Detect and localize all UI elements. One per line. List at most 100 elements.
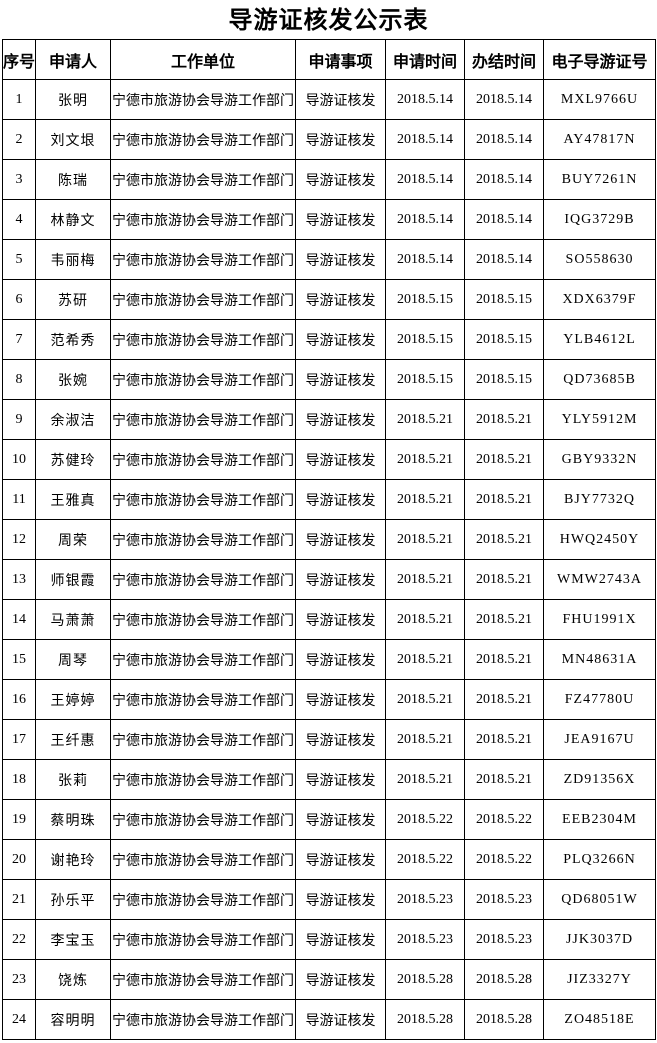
cell-application-item: 导游证核发: [295, 199, 386, 240]
table-row: 11 王雅真 宁德市旅游协会导游工作部门 导游证核发 2018.5.21 2018.5.2…: [2, 479, 656, 520]
cell-serial: 15: [2, 639, 36, 680]
table-row: 3 陈瑞 宁德市旅游协会导游工作部门 导游证核发 2018.5.14 2018.5.14 B…: [2, 159, 656, 200]
cell-application-item: 导游证核发: [295, 119, 386, 160]
cell-application-item: 导游证核发: [295, 319, 386, 360]
cell-applicant: 张明: [35, 79, 111, 120]
cell-certificate-no: EEB2304M: [543, 799, 656, 840]
table-row: 18 张莉 宁德市旅游协会导游工作部门 导游证核发 2018.5.21 2018.5.21…: [2, 759, 656, 800]
cell-certificate-no: QD73685B: [543, 359, 656, 400]
cell-apply-date: 2018.5.15: [385, 319, 465, 360]
cell-complete-date: 2018.5.14: [464, 159, 544, 200]
table-row: 23 饶炼 宁德市旅游协会导游工作部门 导游证核发 2018.5.28 2018.5.28…: [2, 959, 656, 1000]
cell-complete-date: 2018.5.21: [464, 479, 544, 520]
cell-work-unit: 宁德市旅游协会导游工作部门: [110, 879, 296, 920]
cell-apply-date: 2018.5.23: [385, 919, 465, 960]
cell-serial: 6: [2, 279, 36, 320]
column-header-application: 申请事项: [295, 39, 386, 80]
cell-apply-date: 2018.5.21: [385, 599, 465, 640]
cell-applicant: 范希秀: [35, 319, 111, 360]
cell-application-item: 导游证核发: [295, 439, 386, 480]
table-row: 1 张明 宁德市旅游协会导游工作部门 导游证核发 2018.5.14 2018.5.14 M…: [2, 79, 656, 120]
cell-work-unit: 宁德市旅游协会导游工作部门: [110, 839, 296, 880]
cell-applicant: 师银霞: [35, 559, 111, 600]
cell-work-unit: 宁德市旅游协会导游工作部门: [110, 79, 296, 120]
table-body: 1 张明 宁德市旅游协会导游工作部门 导游证核发 2018.5.14 2018.5.14 M…: [2, 79, 656, 1040]
cell-certificate-no: FZ47780U: [543, 679, 656, 720]
cell-certificate-no: MN48631A: [543, 639, 656, 680]
cell-complete-date: 2018.5.21: [464, 639, 544, 680]
cell-certificate-no: MXL9766U: [543, 79, 656, 120]
cell-work-unit: 宁德市旅游协会导游工作部门: [110, 759, 296, 800]
cell-apply-date: 2018.5.21: [385, 559, 465, 600]
cell-applicant: 韦丽梅: [35, 239, 111, 280]
cell-application-item: 导游证核发: [295, 239, 386, 280]
cell-applicant: 陈瑞: [35, 159, 111, 200]
cell-applicant: 马萧萧: [35, 599, 111, 640]
cell-serial: 10: [2, 439, 36, 480]
cell-certificate-no: GBY9332N: [543, 439, 656, 480]
cell-application-item: 导游证核发: [295, 719, 386, 760]
cell-complete-date: 2018.5.15: [464, 319, 544, 360]
cell-work-unit: 宁德市旅游协会导游工作部门: [110, 959, 296, 1000]
cell-application-item: 导游证核发: [295, 679, 386, 720]
cell-certificate-no: SO558630: [543, 239, 656, 280]
cell-apply-date: 2018.5.15: [385, 279, 465, 320]
cell-certificate-no: HWQ2450Y: [543, 519, 656, 560]
cell-apply-date: 2018.5.28: [385, 959, 465, 1000]
cell-application-item: 导游证核发: [295, 639, 386, 680]
cell-applicant: 苏健玲: [35, 439, 111, 480]
cell-applicant: 周琴: [35, 639, 111, 680]
table-row: 15 周琴 宁德市旅游协会导游工作部门 导游证核发 2018.5.21 2018.5.21…: [2, 639, 656, 680]
cell-applicant: 容明明: [35, 999, 111, 1040]
cell-certificate-no: ZD91356X: [543, 759, 656, 800]
table-row: 6 苏研 宁德市旅游协会导游工作部门 导游证核发 2018.5.15 2018.5.15 X…: [2, 279, 656, 320]
cell-complete-date: 2018.5.23: [464, 879, 544, 920]
cell-complete-date: 2018.5.15: [464, 279, 544, 320]
cell-application-item: 导游证核发: [295, 359, 386, 400]
cell-complete-date: 2018.5.28: [464, 959, 544, 1000]
cell-serial: 4: [2, 199, 36, 240]
cell-apply-date: 2018.5.14: [385, 239, 465, 280]
cell-complete-date: 2018.5.28: [464, 999, 544, 1040]
cell-serial: 14: [2, 599, 36, 640]
cell-complete-date: 2018.5.21: [464, 599, 544, 640]
cell-apply-date: 2018.5.21: [385, 639, 465, 680]
cell-complete-date: 2018.5.23: [464, 919, 544, 960]
column-header-work-unit: 工作单位: [110, 39, 296, 80]
cell-certificate-no: PLQ3266N: [543, 839, 656, 880]
cell-certificate-no: QD68051W: [543, 879, 656, 920]
cell-work-unit: 宁德市旅游协会导游工作部门: [110, 439, 296, 480]
cell-serial: 5: [2, 239, 36, 280]
cell-serial: 1: [2, 79, 36, 120]
cell-apply-date: 2018.5.28: [385, 999, 465, 1040]
cell-applicant: 刘文垠: [35, 119, 111, 160]
cell-complete-date: 2018.5.14: [464, 79, 544, 120]
cell-serial: 22: [2, 919, 36, 960]
cell-work-unit: 宁德市旅游协会导游工作部门: [110, 159, 296, 200]
table-header: 序号 申请人 工作单位 申请事项 申请时间 办结时间 电子导游证号: [2, 39, 656, 80]
cell-work-unit: 宁德市旅游协会导游工作部门: [110, 999, 296, 1040]
cell-serial: 2: [2, 119, 36, 160]
cell-complete-date: 2018.5.22: [464, 839, 544, 880]
cell-apply-date: 2018.5.22: [385, 799, 465, 840]
cell-certificate-no: AY47817N: [543, 119, 656, 160]
cell-application-item: 导游证核发: [295, 399, 386, 440]
cell-complete-date: 2018.5.21: [464, 559, 544, 600]
cell-application-item: 导游证核发: [295, 79, 386, 120]
cell-certificate-no: JIZ3327Y: [543, 959, 656, 1000]
table-row: 5 韦丽梅 宁德市旅游协会导游工作部门 导游证核发 2018.5.14 2018.5.14…: [2, 239, 656, 280]
cell-complete-date: 2018.5.14: [464, 119, 544, 160]
table-row: 17 王纤惠 宁德市旅游协会导游工作部门 导游证核发 2018.5.21 2018.5.2…: [2, 719, 656, 760]
cell-apply-date: 2018.5.21: [385, 719, 465, 760]
cell-apply-date: 2018.5.14: [385, 199, 465, 240]
cell-serial: 23: [2, 959, 36, 1000]
table-row: 19 蔡明珠 宁德市旅游协会导游工作部门 导游证核发 2018.5.22 2018.5.2…: [2, 799, 656, 840]
cell-application-item: 导游证核发: [295, 159, 386, 200]
cell-apply-date: 2018.5.14: [385, 119, 465, 160]
cell-serial: 17: [2, 719, 36, 760]
table-row: 14 马萧萧 宁德市旅游协会导游工作部门 导游证核发 2018.5.21 2018.5.2…: [2, 599, 656, 640]
cell-apply-date: 2018.5.21: [385, 679, 465, 720]
cell-apply-date: 2018.5.21: [385, 439, 465, 480]
cell-apply-date: 2018.5.21: [385, 399, 465, 440]
cell-application-item: 导游证核发: [295, 479, 386, 520]
